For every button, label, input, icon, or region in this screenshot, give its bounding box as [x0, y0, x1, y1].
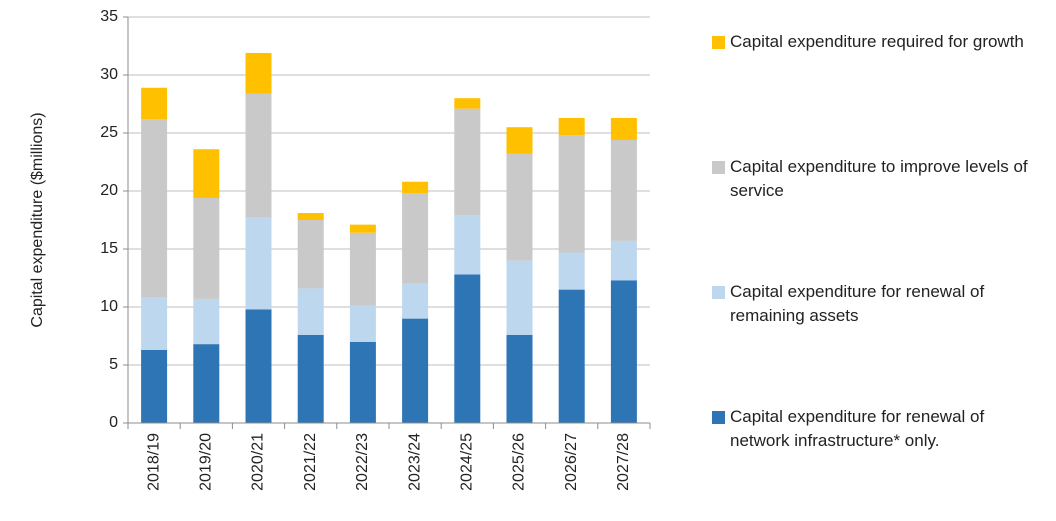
bar-segment: [297, 220, 324, 289]
x-tick-label: 2022/23: [354, 433, 371, 491]
bar-segment: [506, 334, 533, 423]
y-tick-label: 10: [100, 298, 118, 315]
legend-swatch: [712, 286, 725, 299]
legend-swatch: [712, 36, 725, 49]
bar-segment: [610, 139, 637, 241]
legend-swatch: [712, 411, 725, 424]
legend-item: Capital expenditure required for growth: [712, 30, 1042, 54]
bar-segment: [610, 280, 637, 423]
bar-segment: [454, 274, 481, 423]
bar-segment: [297, 334, 324, 423]
y-tick-label: 35: [100, 8, 118, 25]
bar-segment: [506, 153, 533, 261]
y-tick-label: 0: [109, 414, 118, 431]
bar-segment: [506, 127, 533, 154]
x-tick-label: 2023/24: [406, 433, 423, 491]
bar-segment: [349, 224, 376, 233]
bar-segment: [245, 309, 272, 423]
legend-label: Capital expenditure for renewal of remai…: [730, 282, 985, 325]
x-tick-label: 2019/20: [198, 433, 215, 491]
bar-segment: [558, 135, 585, 253]
bar-segment: [402, 283, 429, 319]
bar-segment: [193, 149, 220, 198]
bar-segment: [454, 98, 481, 109]
bar-segment: [245, 93, 272, 218]
bar-segment: [454, 215, 481, 275]
bar-segment: [245, 217, 272, 310]
bar-segment: [349, 305, 376, 342]
bar-segment: [193, 197, 220, 299]
bar-segment: [610, 240, 637, 281]
x-tick-label: 2020/21: [250, 433, 267, 491]
bar-segment: [297, 213, 324, 220]
legend-label: Capital expenditure required for growth: [730, 32, 1024, 51]
y-tick-label: 25: [100, 124, 118, 141]
legend-swatch: [712, 161, 725, 174]
x-tick-label: 2027/28: [615, 433, 632, 491]
bar-segment: [454, 108, 481, 216]
legend-item: Capital expenditure for renewal of netwo…: [712, 405, 1042, 453]
bar-segment: [193, 344, 220, 423]
bar-segment: [402, 318, 429, 423]
bar-segment: [349, 232, 376, 306]
bar-segment: [402, 193, 429, 284]
x-tick-label: 2024/25: [459, 433, 476, 491]
y-tick-label: 20: [100, 182, 118, 199]
bar-segment: [558, 289, 585, 423]
x-tick-label: 2021/22: [302, 433, 319, 491]
x-tick-label: 2026/27: [563, 433, 580, 491]
bar-segment: [402, 181, 429, 194]
bar-segment: [297, 288, 324, 335]
y-axis-title: Capital expenditure ($millions): [29, 112, 46, 327]
bar-segment: [245, 52, 272, 94]
bar-segment: [141, 297, 168, 350]
bar-segment: [558, 252, 585, 290]
bar-segment: [141, 87, 168, 120]
bar-segment: [193, 298, 220, 345]
bar-segment: [558, 117, 585, 136]
legend-item: Capital expenditure to improve levels of…: [712, 155, 1042, 203]
bar-segment: [506, 260, 533, 335]
x-tick-label: 2025/26: [511, 433, 528, 491]
bar-segment: [349, 341, 376, 423]
bar-segment: [610, 117, 637, 140]
bar-segment: [141, 119, 168, 298]
legend-label: Capital expenditure for renewal of netwo…: [730, 407, 985, 450]
y-tick-label: 5: [109, 356, 118, 373]
legend-item: Capital expenditure for renewal of remai…: [712, 280, 1042, 328]
y-tick-label: 15: [100, 240, 118, 257]
legend-label: Capital expenditure to improve levels of…: [730, 157, 1028, 200]
bar-segment: [141, 349, 168, 423]
y-tick-label: 30: [100, 66, 118, 83]
x-tick-label: 2018/19: [145, 433, 162, 491]
